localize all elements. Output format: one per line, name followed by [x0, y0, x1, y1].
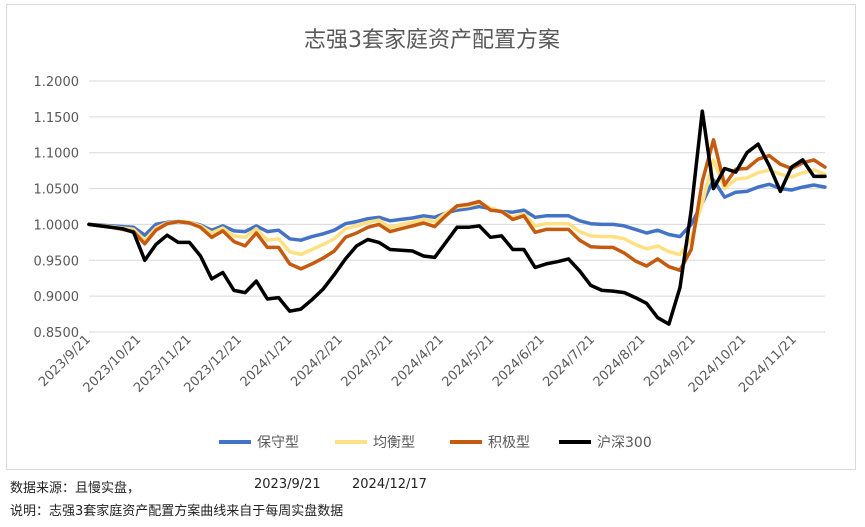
x-tick-label: 2024/1/21 — [238, 332, 296, 390]
series-lines — [87, 109, 827, 326]
x-tick-label: 2024/6/21 — [490, 332, 548, 390]
y-tick-label: 1.0000 — [34, 218, 80, 233]
source-label: 数据来源：且慢实盘， — [10, 481, 141, 496]
legend: 保守型 均衡型 积极型 沪深300 — [219, 435, 652, 451]
y-tick-label: 0.8500 — [34, 326, 80, 341]
end-date: 2024/12/17 — [352, 477, 427, 492]
y-tick-label: 1.1000 — [34, 147, 80, 162]
legend-label: 沪深300 — [597, 435, 652, 451]
series-line-2 — [87, 138, 827, 273]
y-tick-label: 1.0500 — [34, 183, 80, 198]
x-tick-label: 2024/5/21 — [440, 332, 498, 390]
chart-frame: 志强3套家庭资产配置方案 0.8500 0.9000 0.9500 1.0000 1.0… — [6, 4, 856, 470]
y-tick-label: 0.9500 — [34, 254, 80, 269]
x-axis-ticks: 2023/9/212023/10/212023/11/212023/12/212… — [36, 332, 800, 396]
y-tick-label: 1.2000 — [34, 75, 80, 90]
gridlines — [89, 80, 825, 333]
y-tick-label: 0.9000 — [34, 290, 80, 305]
chart-title: 志强3套家庭资产配置方案 — [304, 28, 560, 53]
legend-label: 均衡型 — [373, 435, 415, 451]
y-axis-ticks: 0.8500 0.9000 0.9500 1.0000 1.0500 1.1000 1.15… — [34, 75, 80, 341]
note-text: 说明：志强3套家庭资产配置方案曲线来自于每周实盘数据 — [10, 504, 344, 519]
y-tick-label: 1.1500 — [34, 111, 80, 126]
legend-label: 积极型 — [488, 435, 530, 451]
x-tick-label: 2024/2/21 — [288, 332, 346, 390]
x-tick-label: 2024/7/21 — [540, 332, 598, 390]
x-tick-label: 2024/3/21 — [339, 332, 397, 390]
start-date: 2023/9/21 — [254, 477, 321, 492]
legend-label: 保守型 — [257, 435, 299, 451]
x-tick-label: 2024/4/21 — [389, 332, 447, 390]
x-tick-label: 2024/8/21 — [591, 332, 649, 390]
series-line-3 — [87, 109, 827, 326]
line-chart: 志强3套家庭资产配置方案 0.8500 0.9000 0.9500 1.0000 1.0… — [34, 28, 827, 451]
